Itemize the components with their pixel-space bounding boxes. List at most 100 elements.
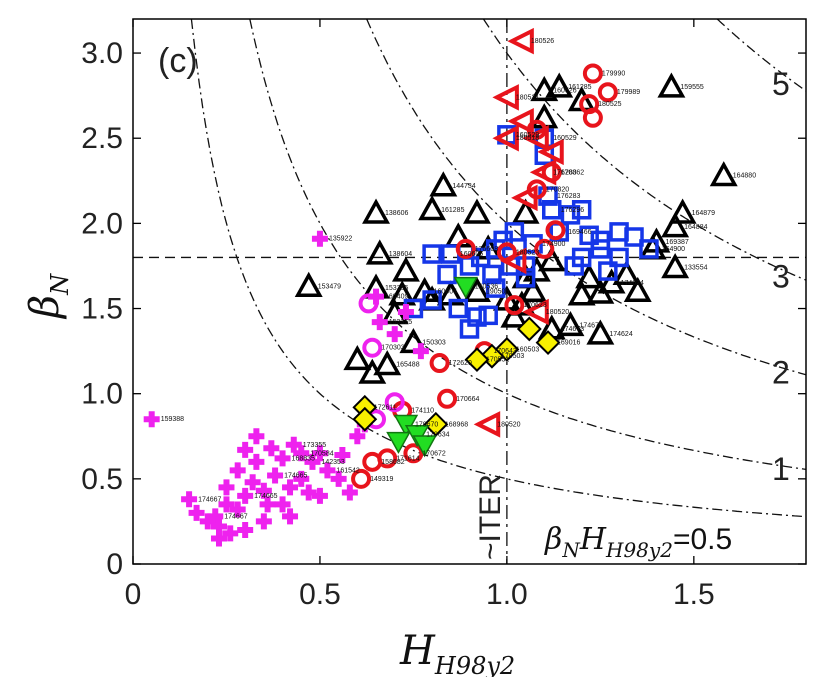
magenta-cross-marker [210,518,227,535]
red-circle-marker [582,107,603,128]
black-triangle-marker [537,246,566,272]
blue-square-marker [422,290,442,310]
red-circle-marker [597,82,618,103]
y-tick-label: 1.5 [81,293,123,326]
shot-number-label: 161542 [336,467,359,474]
magenta-cross-marker [300,484,317,501]
shot-number-label: 160409 [385,294,408,301]
shot-number-label: 170623 [523,302,546,309]
magenta-cross-marker [412,343,429,360]
shot-number-label: 160605 [460,251,483,258]
shot-number-label: 176283 [553,169,576,176]
black-triangle-marker [358,358,387,384]
y-tick-label: 2.0 [81,207,123,240]
black-triangle-marker [530,75,559,102]
black-triangle-marker [388,280,417,306]
contour-line [190,19,806,518]
red-circle-marker [403,443,424,464]
shot-number-label: 170643 [493,348,516,355]
shot-number-label: 180525 [598,101,621,108]
magenta-cross-marker [386,326,403,343]
magenta-circle-marker [358,293,379,314]
shot-number-label: 165488 [396,362,419,369]
contour-label: 5 [772,66,790,102]
shot-number-label: 169387 [665,239,688,246]
contour-label: 2 [772,355,790,391]
shot-number-label: 176283 [557,193,580,200]
magenta-cross-marker [255,482,272,499]
magenta-cross-marker [319,462,336,479]
red-triangle-marker [511,184,538,212]
x-tick-label: 0.5 [299,578,341,611]
blue-square-marker [448,298,469,319]
shot-number-label: 174665 [254,493,277,500]
y-tick-label: 2.5 [81,122,123,155]
contour-line [716,19,806,92]
panel-label: (c) [158,42,198,80]
magenta-cross-marker [334,447,351,463]
x-tick-label: 0 [125,578,142,611]
shot-number-label: 180520 [497,421,520,428]
black-triangle-marker [391,256,420,282]
red-circle-marker [362,451,383,472]
magenta-cross-marker [210,530,227,547]
shot-number-label: 150303 [422,340,445,347]
contour-label: 1 [772,451,790,487]
blue-square-marker [624,227,644,247]
red-circle-marker [351,468,372,489]
black-triangle-marker [661,253,690,279]
magenta-cross-marker [274,450,291,467]
shot-number-label: 160604 [434,289,457,296]
magenta-cross-marker [285,436,302,453]
black-triangle-marker [343,345,372,371]
magenta-cross-marker [368,288,385,305]
contour-line [806,0,830,19]
shot-number-label: 164900 [662,246,685,253]
red-circle-marker [504,295,525,316]
shot-number-label: 164879 [692,210,715,217]
blue-square-marker [478,305,498,326]
magenta-cross-marker [244,474,261,491]
red-circle-marker [437,388,458,409]
red-triangle-marker [529,159,557,186]
x-tick-label: 1.5 [673,578,715,611]
shot-number-label: 180526 [531,38,554,45]
blue-square-marker [598,261,618,281]
magenta-cross-marker [304,453,321,470]
shot-number-label: 135922 [329,236,352,243]
red-triangle-marker [537,138,564,166]
shot-number-label: 176296 [561,207,584,214]
magenta-circle-marker [362,337,383,358]
blue-square-marker [459,319,480,339]
magenta-cross-marker [274,496,291,513]
red-circle-marker [545,220,566,241]
red-circle-marker [455,238,476,259]
shot-number-label: 153355 [385,285,408,292]
shot-number-label: 180523 [516,249,539,256]
shot-number-label: 174665 [284,472,307,479]
blue-square-marker [560,205,581,225]
red-triangle-marker [507,27,534,55]
magenta-cross-marker [330,470,347,487]
shot-number-label: 160529 [516,132,539,139]
product-label: βNHH98y2=0.5 [544,522,732,562]
x-axis-label: HH98y2 [399,628,515,677]
y-tick-label: 1.0 [81,378,123,411]
red-triangle-marker [507,107,534,135]
magenta-cross-marker [255,513,272,530]
black-triangle-marker [709,161,738,187]
magenta-cross-marker [259,496,276,513]
shot-number-label: 170303 [381,345,404,352]
magenta-cross-marker [222,525,239,542]
red-triangle-marker [522,124,549,152]
black-triangle-marker [362,198,391,224]
shot-number-label: 159555 [680,84,703,91]
shot-number-label: 174624 [621,280,644,287]
green-triangle-marker [453,276,479,299]
magenta-cross-marker [237,487,254,504]
black-triangle-marker [519,276,548,303]
shot-number-label: 180518 [516,135,539,142]
magenta-cross-marker [349,428,366,445]
shot-number-label: 170503 [501,353,524,360]
